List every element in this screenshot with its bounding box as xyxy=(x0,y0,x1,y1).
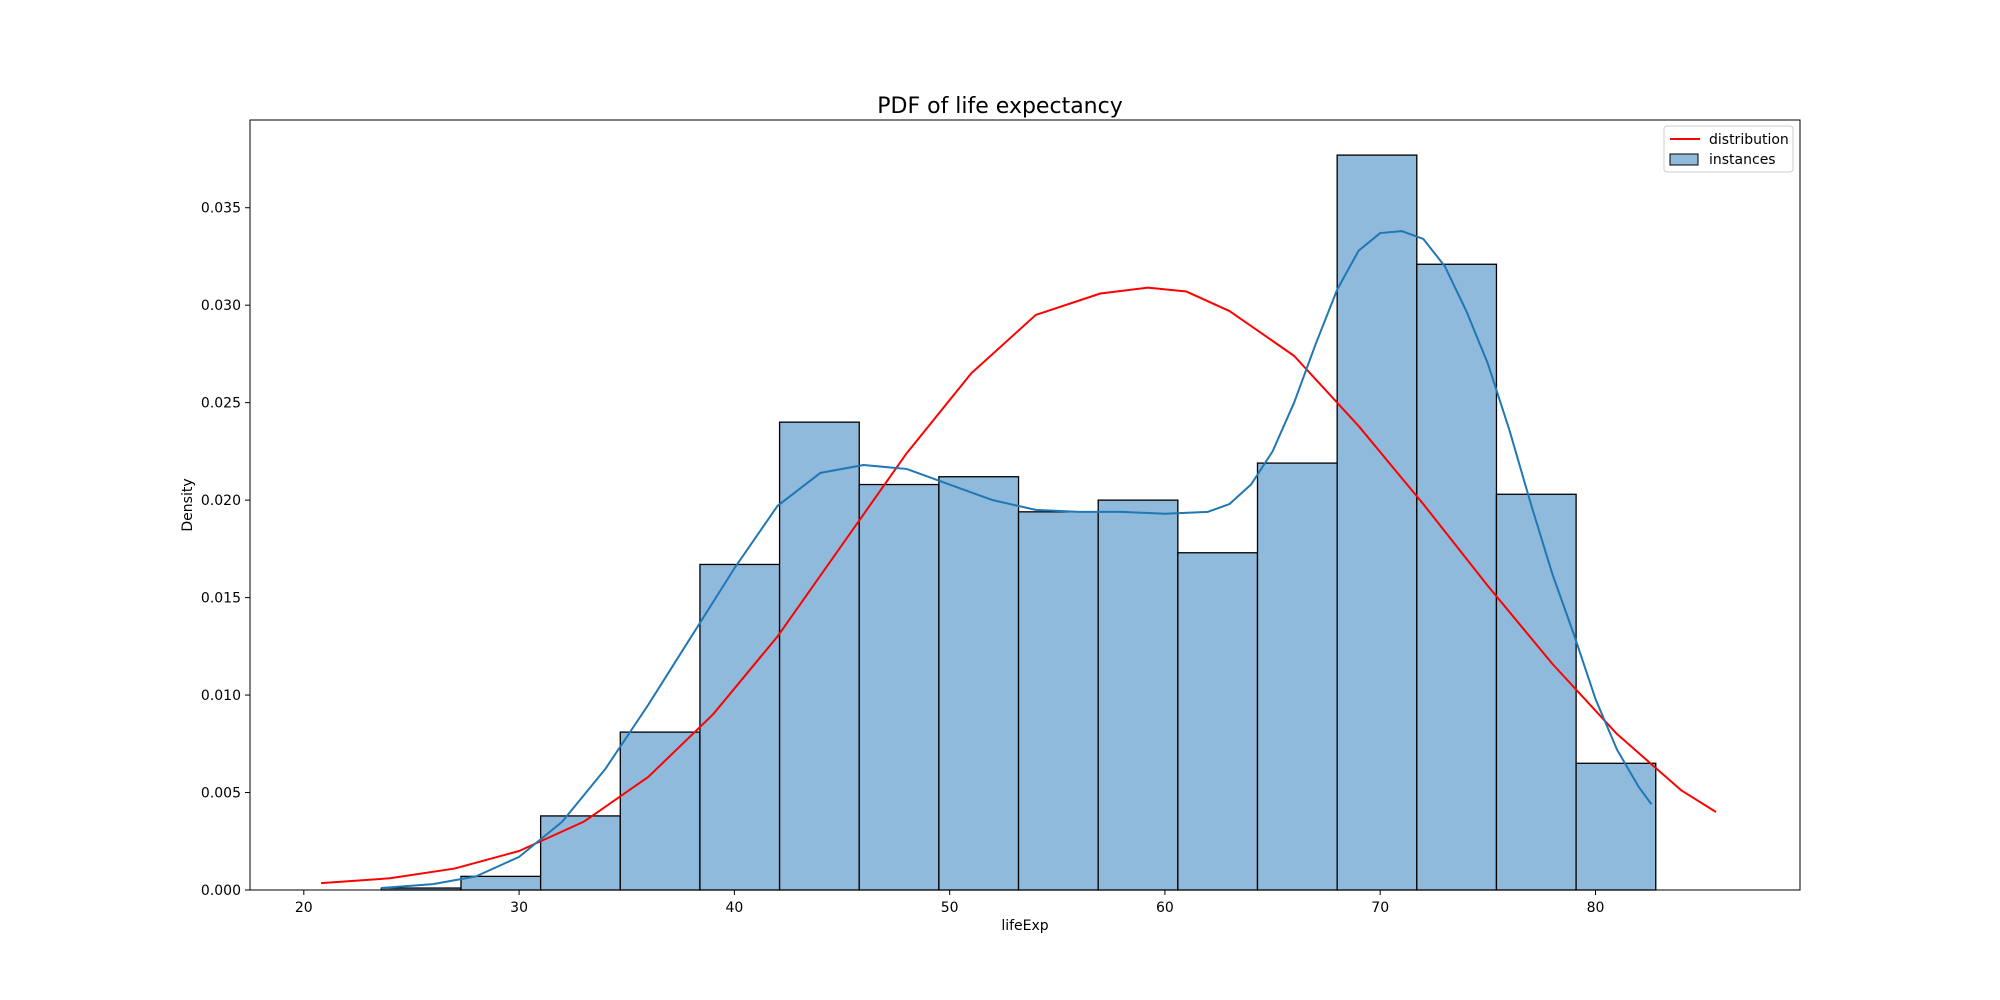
legend-distribution-label: distribution xyxy=(1709,132,1789,148)
histogram-bar-2 xyxy=(539,815,621,891)
x-tick-label: 20 xyxy=(295,900,313,916)
y-tick-label: 0.035 xyxy=(201,201,241,217)
x-tick-label: 80 xyxy=(1587,900,1605,916)
x-tick-label: 60 xyxy=(1156,900,1174,916)
histogram-bars xyxy=(380,154,1657,891)
histogram-bar-4 xyxy=(699,563,781,891)
y-tick-label: 0.015 xyxy=(201,591,241,607)
legend-instances-label: instances xyxy=(1709,152,1776,168)
y-tick-label: 0.010 xyxy=(201,688,241,704)
y-tick-label: 0.025 xyxy=(201,396,241,412)
x-tick-label: 70 xyxy=(1371,900,1389,916)
y-tick-label: 0.030 xyxy=(201,298,241,314)
histogram-bar-15 xyxy=(1575,762,1657,891)
histogram-bar-5 xyxy=(778,421,860,891)
histogram-bar-1 xyxy=(460,875,542,891)
histogram-bar-6 xyxy=(858,483,940,891)
histogram-bar-11 xyxy=(1256,462,1338,891)
histogram-bar-14 xyxy=(1495,493,1577,891)
x-axis-ticks: 20 30 40 50 60 70 80 xyxy=(295,890,1604,916)
histogram-bar-9 xyxy=(1097,499,1179,891)
y-tick-label: 0.005 xyxy=(201,786,241,802)
x-tick-label: 50 xyxy=(941,900,959,916)
y-tick-label: 0.020 xyxy=(201,493,241,509)
legend-instances-swatch xyxy=(1669,153,1699,166)
y-axis-ticks: 0.000 0.005 0.010 0.015 0.020 0.025 0.030 0.035 xyxy=(201,201,250,899)
histogram-bar-10 xyxy=(1177,552,1259,891)
legend: distribution instances xyxy=(1663,125,1794,173)
histogram-bar-7 xyxy=(938,476,1020,891)
x-axis-label: lifeExp xyxy=(1001,918,1048,934)
curve-lines xyxy=(320,230,1717,890)
chart-title: PDF of life expectancy xyxy=(877,94,1122,119)
y-axis-label: Density xyxy=(180,478,196,531)
x-tick-label: 30 xyxy=(510,900,528,916)
histogram-bar-8 xyxy=(1017,511,1099,891)
y-tick-label: 0.000 xyxy=(201,883,241,899)
distribution-curve xyxy=(320,286,1717,885)
histogram-bar-3 xyxy=(619,731,701,891)
histogram-bar-12 xyxy=(1336,154,1418,891)
plot-frame xyxy=(249,119,1801,891)
kde-curve xyxy=(381,230,1653,890)
x-tick-label: 40 xyxy=(725,900,743,916)
